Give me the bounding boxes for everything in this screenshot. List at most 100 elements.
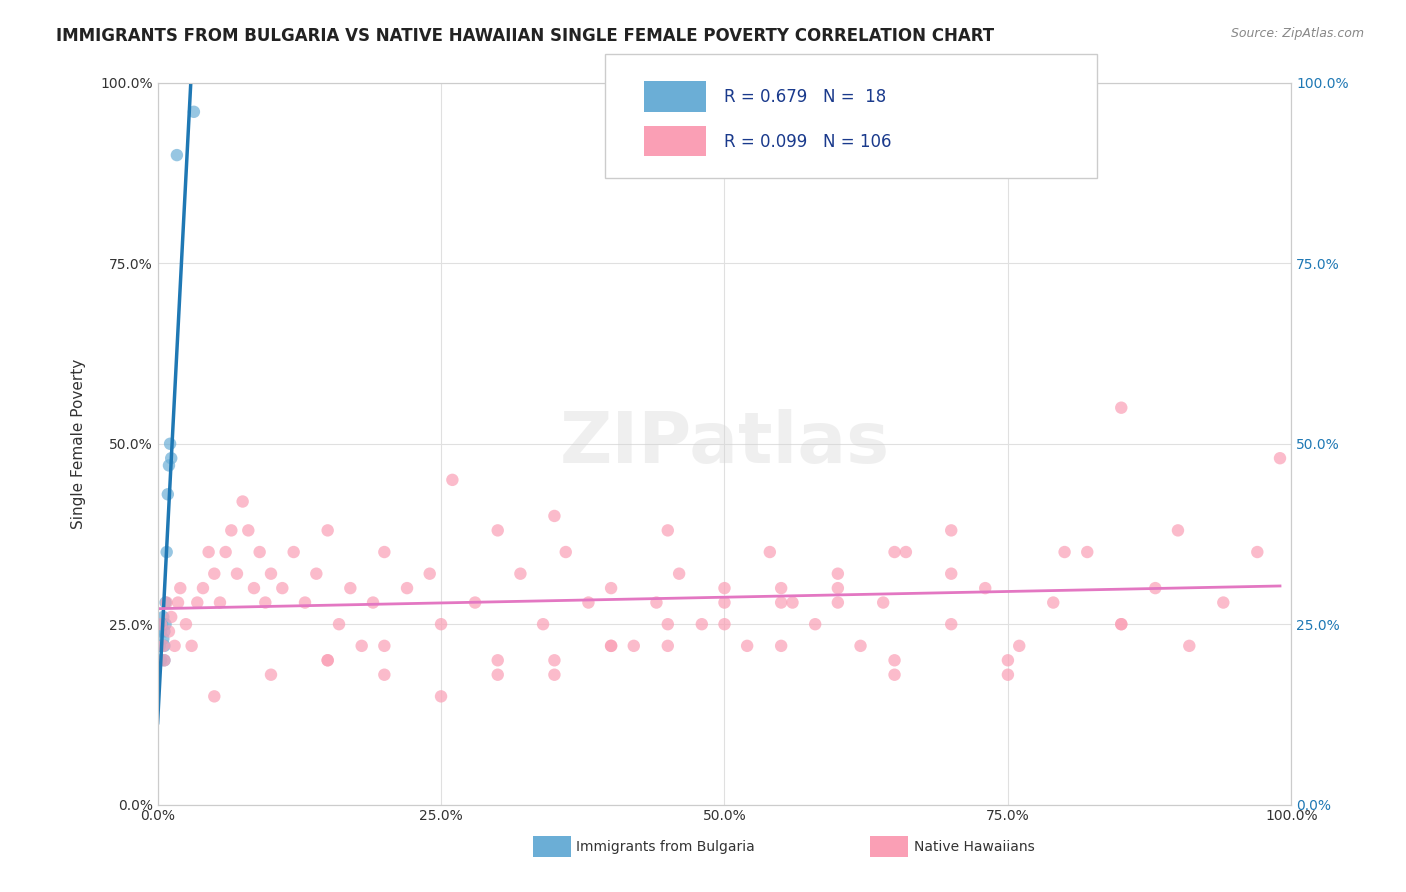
Point [827,581,849,595]
Point [157,624,180,639]
Point [1076,545,1098,559]
Point [339,581,361,595]
Text: IMMIGRANTS FROM BULGARIA VS NATIVE HAWAIIAN SINGLE FEMALE POVERTY CORRELATION CH: IMMIGRANTS FROM BULGARIA VS NATIVE HAWAI… [56,27,994,45]
Point [316,653,339,667]
Point [221,524,243,538]
Point [243,581,266,595]
Point [202,690,225,704]
Point [941,617,963,632]
Point [153,639,176,653]
Point [214,545,236,559]
Point [713,581,735,595]
Point [1109,617,1132,632]
Point [657,617,679,632]
Y-axis label: Single Female Poverty: Single Female Poverty [72,359,86,529]
Point [294,596,316,610]
Point [1053,545,1076,559]
Point [1144,581,1167,595]
Point [1109,617,1132,632]
Point [1268,451,1291,466]
Point [690,617,713,632]
Point [883,667,905,681]
Point [941,566,963,581]
Point [1042,596,1064,610]
Point [543,653,565,667]
Point [260,566,283,581]
Point [283,545,305,559]
Point [600,639,623,653]
Point [827,566,849,581]
Point [713,617,735,632]
Point [373,639,395,653]
Point [260,667,283,681]
Point [150,624,173,639]
Point [271,581,294,595]
Text: R = 0.679   N =  18: R = 0.679 N = 18 [724,88,886,106]
Point [770,581,793,595]
Point [156,545,179,559]
Point [153,624,176,639]
Point [883,653,905,667]
Point [997,667,1019,681]
Point [578,596,600,610]
Point [316,524,339,538]
Point [155,617,177,632]
Point [152,610,174,624]
Point [155,596,177,610]
Point [249,545,271,559]
Point [156,487,179,501]
Point [645,596,668,610]
Point [600,581,623,595]
Point [974,581,997,595]
Point [657,524,679,538]
Point [849,639,872,653]
Point [153,653,176,667]
Point [804,617,827,632]
Point [600,639,623,653]
Point [159,437,181,451]
Point [1246,545,1268,559]
Point [183,104,205,119]
Point [238,524,260,538]
Point [157,458,180,473]
Point [997,653,1019,667]
Point [328,617,350,632]
Point [486,667,509,681]
Point [941,524,963,538]
Point [186,596,208,610]
Point [713,596,735,610]
Point [509,566,531,581]
Point [149,639,172,653]
Point [373,667,395,681]
Point [872,596,894,610]
Point [430,617,453,632]
Point [668,566,690,581]
Point [543,667,565,681]
Point [208,596,231,610]
Point [883,545,905,559]
Point [1178,639,1201,653]
Point [735,639,758,653]
Point [657,639,679,653]
Point [350,639,373,653]
Point [167,596,190,610]
Point [254,596,277,610]
Point [486,653,509,667]
Point [419,566,441,581]
Point [1008,639,1031,653]
Point [1167,524,1189,538]
Point [166,148,188,162]
Point [1212,596,1234,610]
Point [150,653,173,667]
Point [554,545,576,559]
Point [316,653,339,667]
Point [174,617,197,632]
Point [163,639,186,653]
Point [894,545,917,559]
Point [153,653,176,667]
Point [202,566,225,581]
Text: ZIPatlas: ZIPatlas [560,409,890,478]
Point [197,545,219,559]
Point [1109,401,1132,415]
Point [623,639,645,653]
